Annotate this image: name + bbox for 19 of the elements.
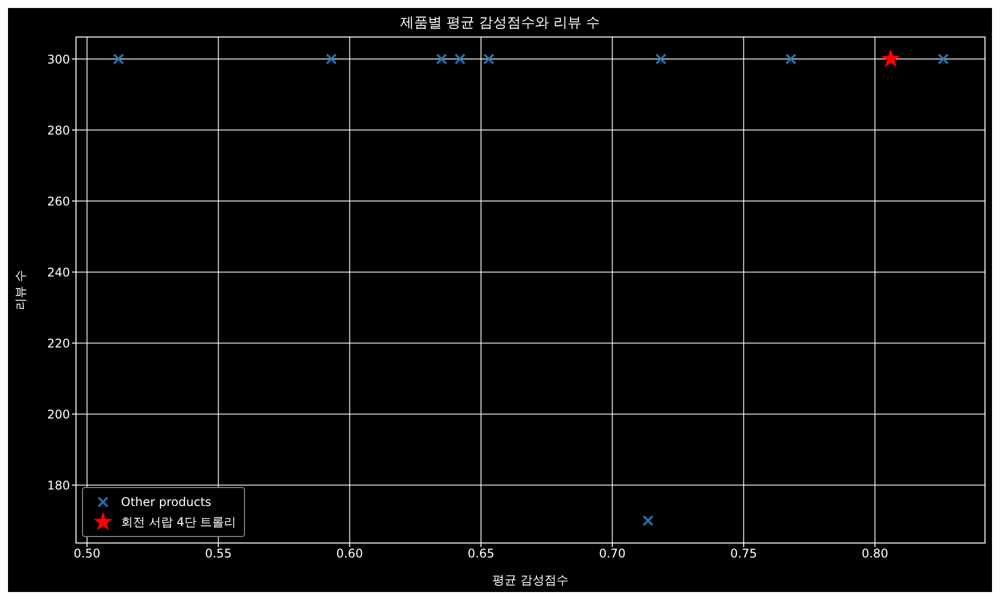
y-tick-label: 300	[47, 52, 70, 66]
y-tick-label: 220	[47, 336, 70, 350]
x-tick-label: 0.50	[74, 546, 100, 561]
legend-label: 회전 서랍 4단 트롤리	[121, 514, 236, 530]
x-tick-label: 0.60	[336, 546, 364, 561]
y-tick-label: 280	[47, 123, 70, 138]
y-tick-label: 200	[47, 407, 70, 422]
x-tick-label: 0.70	[598, 546, 626, 561]
x-tick-label: 0.75	[730, 546, 757, 561]
chart-title: 제품별 평균 감성점수와 리뷰 수	[399, 14, 601, 32]
x-tick-label: 0.65	[468, 546, 494, 561]
y-tick-label: 240	[47, 265, 70, 280]
x-tick-label: 0.55	[204, 546, 232, 561]
y-tick-label: 180	[47, 478, 70, 492]
x-tick-label: 0.80	[862, 546, 888, 561]
x-axis-title: 평균 감성점수	[492, 573, 568, 587]
y-tick-label: 260	[47, 194, 70, 208]
legend-label: Other products	[121, 495, 212, 509]
y-axis-title: 리뷰 수	[13, 270, 28, 310]
